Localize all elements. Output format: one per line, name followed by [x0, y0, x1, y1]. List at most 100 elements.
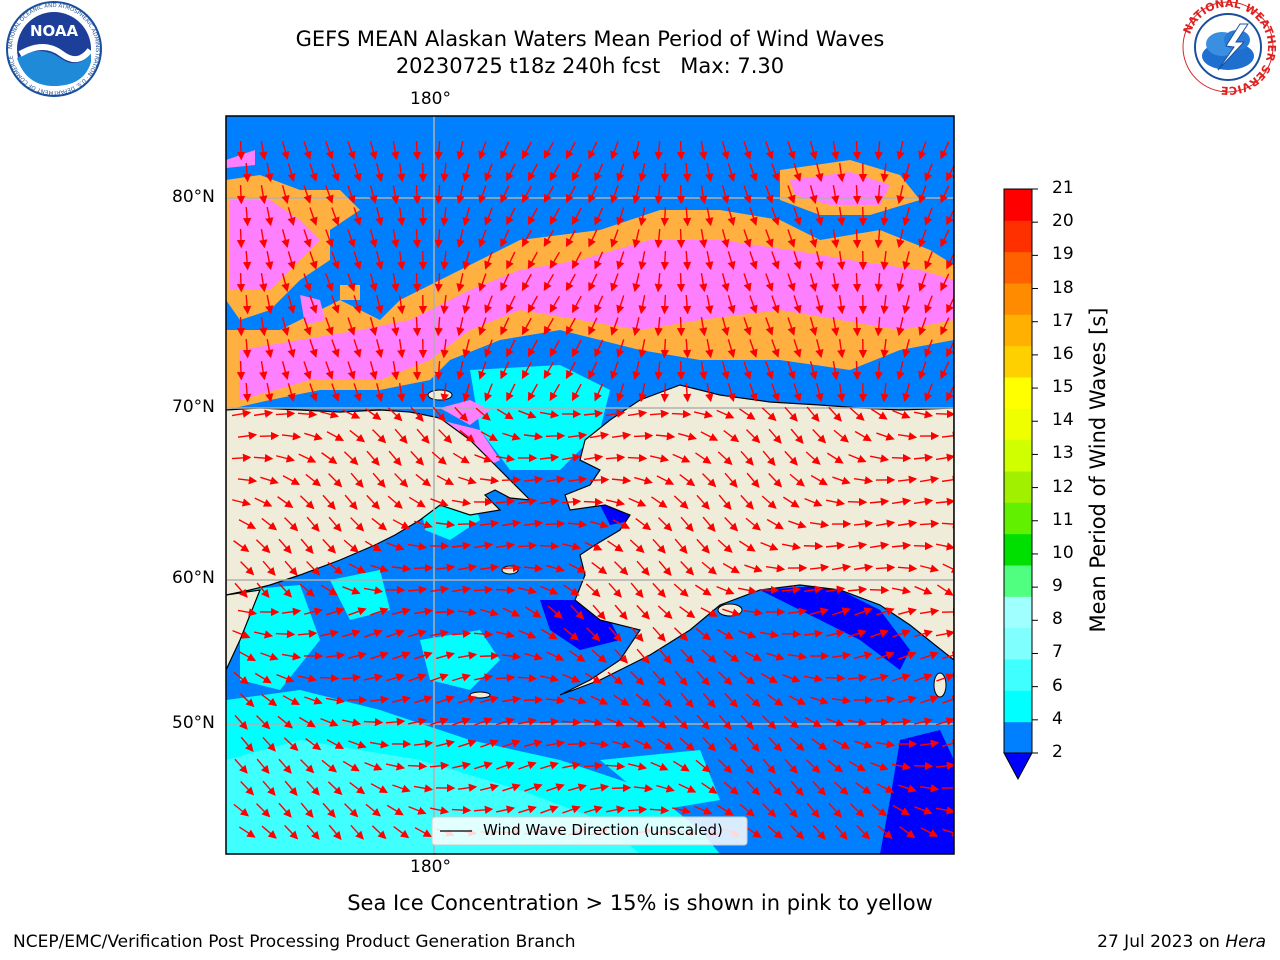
wind-wave-arrow: [679, 474, 696, 487]
wind-wave-arrow: [849, 407, 865, 421]
wind-wave-arrow: [705, 295, 714, 315]
wind-wave-arrow: [738, 630, 757, 639]
wind-wave-arrow: [260, 652, 279, 661]
wind-wave-arrow: [349, 782, 366, 795]
wind-wave-arrow: [521, 229, 532, 248]
wind-wave-arrow: [348, 651, 368, 660]
wind-wave-arrow: [412, 184, 422, 205]
wind-wave-arrow: [760, 672, 778, 684]
wind-wave-arrow: [370, 607, 389, 616]
wind-wave-arrow: [416, 428, 430, 444]
wind-wave-arrow: [605, 761, 626, 771]
wind-wave-arrow: [634, 739, 653, 749]
wind-wave-arrow: [876, 651, 895, 660]
wind-wave-arrow: [825, 629, 846, 638]
wind-wave-arrow: [874, 228, 883, 249]
wind-wave-arrow: [413, 563, 434, 573]
wind-wave-arrow: [771, 251, 780, 270]
wind-wave-arrow: [787, 185, 796, 204]
colorbar-tick-label: 12: [1052, 476, 1074, 497]
wind-wave-arrow: [787, 317, 796, 336]
wind-wave-arrow: [680, 648, 694, 664]
wind-wave-arrow: [297, 629, 318, 638]
wind-wave-arrow: [281, 185, 290, 205]
wind-wave-arrow: [392, 607, 411, 616]
wind-wave-arrow: [897, 563, 918, 573]
wind-wave-arrow: [342, 629, 361, 638]
wind-wave-arrow: [539, 541, 560, 551]
wind-wave-arrow: [473, 629, 494, 639]
wind-wave-arrow: [518, 410, 537, 419]
wind-wave-arrow: [435, 607, 456, 617]
wind-wave-arrow: [632, 361, 641, 381]
wind-wave-arrow: [918, 273, 927, 292]
colorbar-segment: [1004, 314, 1032, 347]
wind-wave-arrow: [325, 696, 346, 705]
wind-wave-arrow: [456, 361, 465, 381]
wind-wave-arrow: [876, 607, 895, 616]
wind-wave-arrow: [484, 251, 493, 270]
wind-wave-arrow: [920, 564, 939, 573]
wind-wave-arrow: [397, 338, 406, 359]
wind-wave-arrow: [628, 497, 647, 507]
wind-wave-arrow: [320, 717, 339, 727]
wind-wave-arrow: [501, 695, 522, 704]
wind-wave-arrow: [671, 806, 692, 815]
legend-label: Wind Wave Direction (unscaled): [483, 821, 723, 839]
wind-wave-arrow: [635, 518, 652, 531]
wind-wave-arrow: [880, 338, 889, 359]
wind-wave-arrow: [831, 229, 840, 249]
wind-wave-arrow: [649, 805, 670, 815]
wind-wave-arrow: [880, 206, 889, 227]
wind-wave-arrow: [852, 228, 862, 249]
wind-wave-arrow: [680, 516, 694, 532]
wind-wave-arrow: [847, 585, 868, 594]
footer-date-text: 27 Jul 2023 on: [1097, 932, 1226, 952]
wind-wave-arrow: [473, 541, 494, 550]
wind-wave-arrow: [303, 317, 312, 336]
wind-wave-arrow: [517, 586, 538, 595]
wind-wave-arrow: [610, 185, 619, 204]
wind-wave-arrow: [607, 671, 623, 685]
wind-wave-arrow: [852, 184, 862, 205]
wind-wave-arrow: [545, 519, 566, 529]
wind-wave-arrow: [429, 806, 450, 815]
wind-wave-arrow: [327, 781, 343, 796]
wind-wave-arrow: [610, 229, 619, 248]
wind-wave-arrow: [832, 607, 851, 616]
wind-wave-arrow: [918, 141, 927, 160]
colorbar-segment: [1004, 251, 1032, 284]
wind-wave-arrow: [700, 607, 719, 617]
wind-wave-arrow: [809, 141, 818, 161]
wind-wave-arrow: [658, 692, 673, 708]
wind-wave-arrow: [812, 780, 826, 796]
wind-wave-arrow: [831, 361, 840, 381]
wind-wave-arrow: [584, 672, 602, 684]
wind-wave-arrow: [898, 784, 917, 793]
wind-wave-arrow: [853, 519, 874, 528]
colorbar-segment: [1004, 189, 1032, 221]
wind-wave-arrow: [804, 497, 823, 507]
wind-wave-arrow: [765, 361, 774, 380]
wind-wave-arrow: [473, 585, 494, 595]
wind-wave-arrow: [891, 586, 912, 595]
wind-wave-arrow: [612, 740, 631, 749]
wind-wave-arrow: [654, 360, 663, 381]
wind-wave-arrow: [805, 451, 821, 465]
wind-wave-arrow: [473, 673, 494, 682]
colorbar-tick-label: 16: [1052, 343, 1074, 364]
wind-wave-arrow: [627, 762, 648, 771]
wind-wave-arrow: [434, 140, 443, 161]
wind-wave-arrow: [768, 428, 782, 444]
wind-wave-arrow: [392, 651, 411, 660]
wind-wave-arrow: [918, 317, 927, 336]
wind-wave-arrow: [898, 607, 917, 616]
wind-wave-arrow: [693, 410, 714, 419]
wind-wave-arrow: [568, 696, 587, 705]
wind-wave-arrow: [874, 184, 883, 205]
wind-wave-arrow: [256, 715, 271, 730]
footer-branch: NCEP/EMC/Verification Post Processing Pr…: [13, 932, 576, 952]
wind-wave-arrow: [276, 454, 295, 463]
wind-wave-arrow: [676, 228, 686, 249]
wind-wave-arrow: [771, 295, 780, 314]
